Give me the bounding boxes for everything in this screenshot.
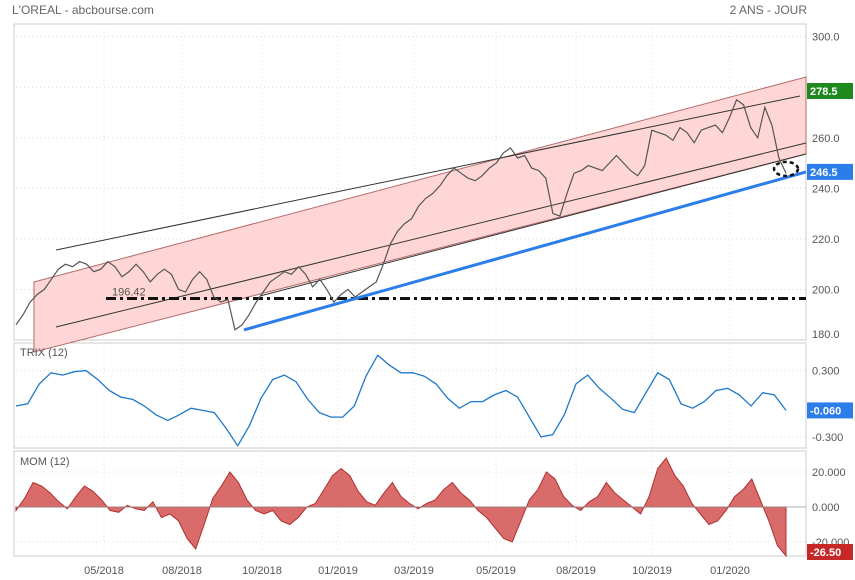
regression-channel-midline (55, 142, 807, 328)
price-tick-label: 200.0 (812, 284, 840, 296)
mom-title: MOM (12) (20, 456, 70, 468)
x-tick-label: 10/2019 (632, 565, 672, 577)
mom-badge (807, 544, 853, 560)
x-tick-label: 08/2019 (556, 565, 596, 577)
mom-panel-frame (13, 450, 807, 557)
price-tick-label: 220.0 (812, 234, 840, 246)
mom-badges: -26.50 (807, 544, 853, 560)
mom-tick-label: 0.000 (812, 502, 840, 514)
price-panel-frame (13, 23, 807, 341)
price-badge (807, 82, 853, 99)
x-tick-label: 03/2019 (394, 565, 434, 577)
mom-badge-label: -26.50 (810, 547, 841, 559)
price-tick-label: 240.0 (812, 183, 840, 195)
breach-marker-icon (772, 160, 800, 178)
trix-tick-label: -0.300 (812, 432, 843, 444)
price-tick-label: 300.0 (812, 32, 840, 44)
x-tick-label: 08/2018 (162, 565, 202, 577)
trix-y-axis: 0.300 -0.300 (812, 366, 843, 444)
x-tick-label: 10/2018 (242, 565, 282, 577)
trix-badge (807, 402, 853, 419)
trix-badge-label: -0.060 (810, 405, 841, 417)
trix-tick-label: 0.300 (812, 366, 840, 378)
trix-panel-frame (13, 342, 807, 449)
x-tick-label: 01/2019 (318, 565, 358, 577)
price-badge (807, 163, 853, 180)
x-tick-label: 01/2020 (710, 565, 750, 577)
support-trendline (243, 170, 807, 332)
trix-badges: -0.060 (807, 402, 853, 419)
trix-title: TRIX (12) (20, 347, 68, 359)
trendline-lower (259, 153, 807, 297)
chart-period: 2 ANS - JOUR (729, 3, 807, 17)
x-axis: 05/2018 08/2018 10/2018 01/2019 03/2019 05/20… (84, 565, 750, 577)
price-badge-label: 246.5 (810, 167, 838, 179)
price-tick-label: 180.0 (812, 329, 840, 341)
chart-title: L'OREAL - abcbourse.com (12, 3, 154, 17)
price-line (15, 98, 787, 331)
price-badge-label: 278.5 (810, 86, 838, 98)
trix-line (15, 354, 787, 448)
price-tick-label: 260.0 (812, 133, 840, 145)
x-tick-label: 05/2018 (84, 565, 124, 577)
price-badges: 278.5 246.5 (807, 82, 853, 180)
trix-panel: TRIX (12) 0.300 -0.300 -0.060 (15, 347, 853, 448)
mom-tick-label: 20.000 (812, 467, 846, 479)
price-panel: 196.42 300.0280.0260.0240.0220.0200.0180… (15, 32, 853, 353)
support-level-label: 196.42 (112, 286, 146, 298)
x-tick-label: 05/2019 (476, 565, 516, 577)
trendline-upper (55, 95, 801, 251)
